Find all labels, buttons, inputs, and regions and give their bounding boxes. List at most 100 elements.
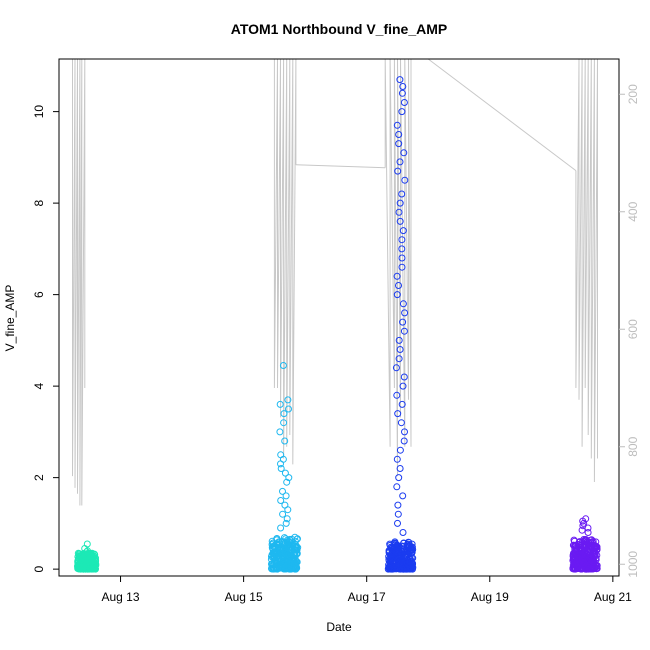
data-point xyxy=(398,400,406,408)
data-point xyxy=(587,536,595,544)
data-point xyxy=(399,529,407,536)
data-point xyxy=(584,524,592,532)
data-point xyxy=(583,565,591,573)
data-point xyxy=(281,437,289,445)
secondary-trace-segment-3 xyxy=(384,58,429,477)
y-axis: 0 2 4 6 8 10 xyxy=(32,105,59,572)
data-point xyxy=(396,465,404,472)
y-tick-label: 6 xyxy=(32,291,46,298)
data-point xyxy=(274,561,282,569)
data-point xyxy=(277,451,285,459)
data-point xyxy=(581,536,589,544)
data-point xyxy=(398,108,406,116)
y2-tick-label: 800 xyxy=(626,436,640,456)
data-point xyxy=(401,176,409,184)
data-point xyxy=(395,355,403,363)
data-point xyxy=(282,519,290,527)
data-point xyxy=(396,446,404,454)
data-point xyxy=(396,346,404,353)
data-point xyxy=(291,552,299,559)
data-point xyxy=(285,562,293,570)
data-point xyxy=(587,540,595,548)
data-point xyxy=(409,546,417,553)
secondary-trace xyxy=(72,58,598,506)
data-point xyxy=(387,543,395,551)
data-point xyxy=(399,382,407,390)
data-point xyxy=(398,254,406,262)
secondary-trace-segment-5 xyxy=(575,58,598,483)
data-point xyxy=(396,76,404,84)
data-point xyxy=(393,291,401,299)
data-point xyxy=(277,465,285,472)
data-point xyxy=(580,559,588,567)
data-point xyxy=(292,541,299,549)
data-point xyxy=(406,557,414,565)
data-point xyxy=(398,89,406,97)
data-point xyxy=(270,564,278,572)
y-tick-label: 0 xyxy=(32,565,46,572)
data-point xyxy=(392,364,400,372)
data-point xyxy=(574,554,582,562)
data-point xyxy=(590,552,598,560)
y-axis-label: V_fine_AMP xyxy=(3,285,17,352)
y-tick-label: 10 xyxy=(32,105,46,119)
data-point xyxy=(273,536,281,544)
data-point xyxy=(75,554,83,562)
data-point xyxy=(399,83,407,90)
data-point xyxy=(400,327,408,335)
secondary-trace-segment-1 xyxy=(273,58,297,465)
data-point xyxy=(277,460,284,468)
data-point xyxy=(408,543,416,551)
data-point xyxy=(284,545,292,553)
data-point xyxy=(285,405,292,413)
data-point xyxy=(395,282,402,289)
data-point xyxy=(399,492,407,500)
data-point xyxy=(280,419,288,427)
data-point xyxy=(398,263,406,271)
data-point xyxy=(393,272,401,280)
data-point xyxy=(581,550,589,558)
data-point xyxy=(579,542,587,550)
data-point xyxy=(395,140,403,148)
data-point xyxy=(284,506,292,514)
data-point xyxy=(284,396,292,404)
data-point xyxy=(282,492,290,500)
y2-tick-label: 600 xyxy=(626,319,640,339)
x-tick-label: Aug 15 xyxy=(225,590,263,604)
chart-title: ATOM1 Northbound V_fine_AMP xyxy=(231,21,447,37)
data-point xyxy=(292,564,300,572)
data-point xyxy=(279,510,287,518)
data-point xyxy=(277,497,285,504)
x-axis: Aug 13 Aug 15 Aug 17 Aug 19 Aug 21 xyxy=(102,576,632,604)
data-point xyxy=(569,565,577,573)
data-point xyxy=(395,543,403,551)
data-point xyxy=(392,562,400,570)
data-point xyxy=(400,373,408,381)
data-points xyxy=(74,76,601,573)
data-point xyxy=(394,501,402,509)
data-point xyxy=(283,515,291,523)
data-point xyxy=(291,549,299,557)
data-point xyxy=(279,487,286,495)
data-point xyxy=(399,227,407,235)
data-point xyxy=(394,167,402,175)
data-point xyxy=(395,131,403,138)
data-point xyxy=(400,437,408,445)
y-tick-label: 2 xyxy=(32,474,46,481)
data-point xyxy=(580,538,588,546)
data-point xyxy=(284,542,292,550)
data-point xyxy=(401,309,409,317)
data-point xyxy=(584,529,592,536)
data-point xyxy=(571,548,579,556)
y-tick-label: 4 xyxy=(32,382,46,389)
data-point xyxy=(283,478,291,486)
data-point xyxy=(399,318,407,326)
data-point xyxy=(396,158,404,166)
plot-frame xyxy=(58,58,620,577)
secondary-trace-segment-2 xyxy=(295,164,386,169)
x-tick-label: Aug 19 xyxy=(471,590,509,604)
y2-tick-label: 1000 xyxy=(626,551,640,578)
data-point xyxy=(398,236,406,244)
data-point xyxy=(393,455,401,463)
